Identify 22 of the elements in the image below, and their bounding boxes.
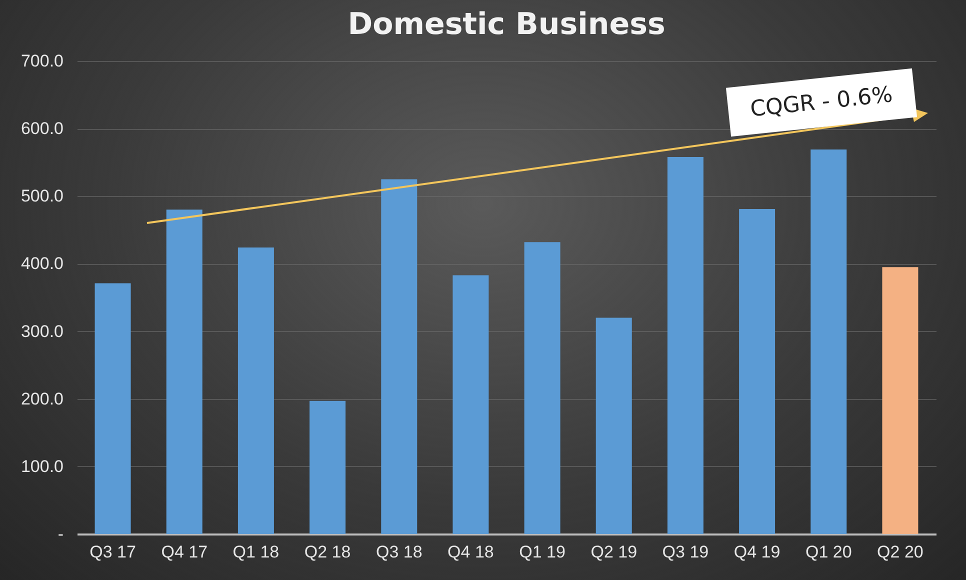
y-tick-label: 300.0 [20,322,64,341]
y-tick-label: 600.0 [20,119,64,138]
x-tick-label: Q2 20 [877,542,924,562]
x-tick-label: Q2 18 [304,542,351,562]
x-tick-label: Q4 17 [161,542,208,562]
y-tick-label: 500.0 [20,186,64,206]
x-tick-label: Q1 20 [805,542,852,562]
chart-title: Domestic Business [348,7,666,42]
x-tick-label: Q1 19 [519,542,566,562]
y-tick-label: 100.0 [20,456,64,476]
x-tick-label: Q1 18 [232,542,280,562]
x-tick-label: Q3 18 [376,542,422,562]
y-tick-label: 700.0 [20,52,64,70]
y-tick-label: 400.0 [20,254,64,274]
x-tick-label: Q2 19 [590,542,638,562]
y-tick-label: - [58,524,64,544]
x-tick-label: Q3 17 [90,542,136,562]
x-tick-label: Q4 19 [734,542,780,562]
annotation: CQGR - 0.6% [726,68,917,137]
y-tick-label: 200.0 [20,389,64,408]
x-tick-label: Q3 19 [662,542,709,562]
x-tick-label: Q4 18 [448,542,494,562]
